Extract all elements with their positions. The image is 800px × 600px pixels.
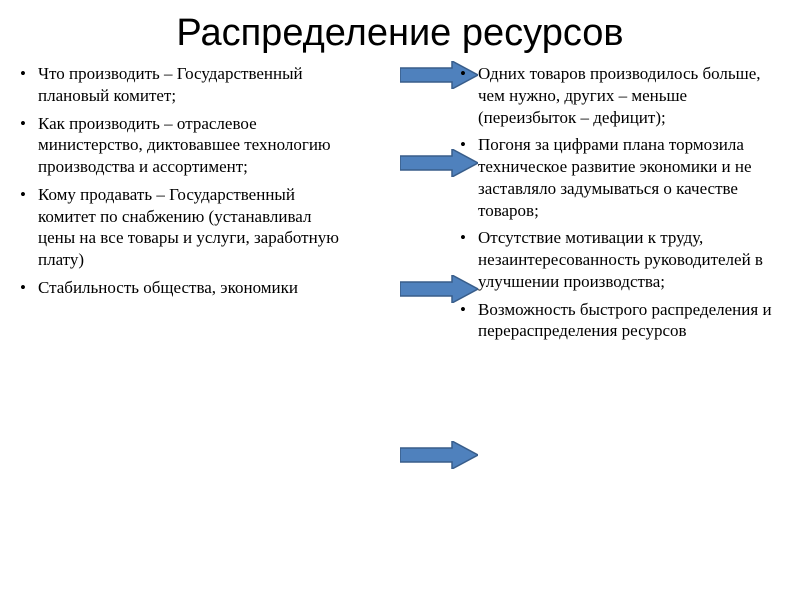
list-item: Погоня за цифрами плана тормозила технич… [460,134,780,221]
content-area: Что производить – Государственный планов… [0,55,800,348]
list-item: Возможность быстрого распределения и пер… [460,299,780,343]
list-item: Как производить – отраслевое министерств… [20,113,340,178]
arrow-right-icon [400,441,478,469]
right-column: Одних товаров производилось больше, чем … [400,63,780,348]
left-list: Что производить – Государственный планов… [20,63,340,299]
list-item: Стабильность общества, экономики [20,277,340,299]
list-item: Отсутствие мотивации к труду, незаинтере… [460,227,780,292]
right-list: Одних товаров производилось больше, чем … [460,63,780,342]
list-item: Одних товаров производилось больше, чем … [460,63,780,128]
left-column: Что производить – Государственный планов… [20,63,400,348]
page-title: Распределение ресурсов [0,0,800,55]
list-item: Что производить – Государственный планов… [20,63,340,107]
list-item: Кому продавать – Государственный комитет… [20,184,340,271]
